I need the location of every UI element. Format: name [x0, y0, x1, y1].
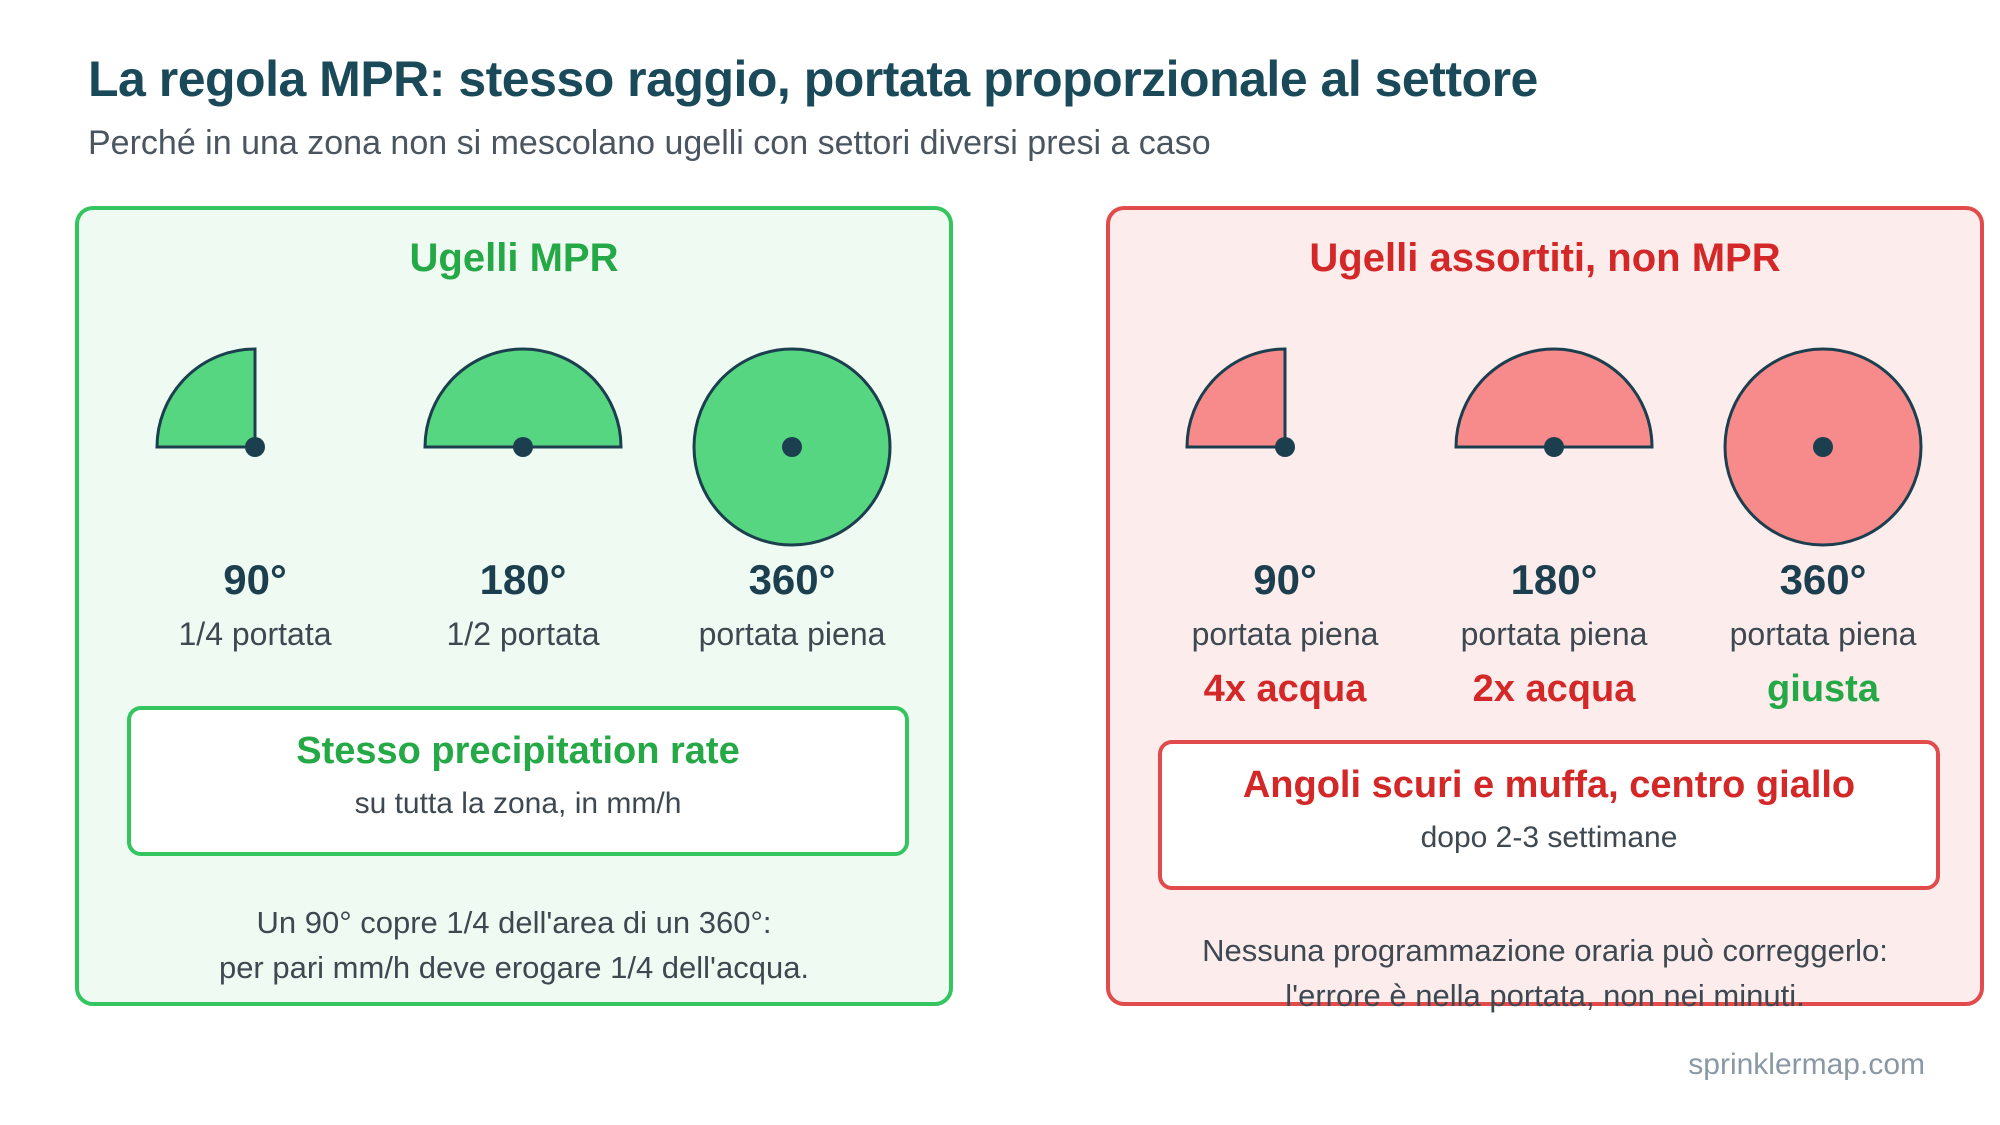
mpr-callout: Stesso precipitation rate su tutta la zo…	[127, 706, 909, 856]
sector-180-label: 180°	[1510, 556, 1598, 603]
mpr-footnote: Un 90° copre 1/4 dell'area di un 360°: p…	[79, 900, 949, 990]
mpr-footnote-line: Un 90° copre 1/4 dell'area di un 360°:	[256, 905, 772, 940]
sector-180-flow: portata piena	[1460, 616, 1648, 652]
sector-90-shape	[1185, 347, 1287, 449]
non-mpr-panel: Ugelli assortiti, non MPR 90° portata pi…	[1106, 206, 1984, 1013]
non-mpr-footnote: Nessuna programmazione oraria può correg…	[1110, 928, 1980, 1018]
non-mpr-footnote-line: l'errore è nella portata, non nei minuti…	[1285, 978, 1805, 1013]
sector-360-water-note: giusta	[1767, 668, 1879, 710]
sector-90-label: 90°	[1253, 556, 1317, 603]
sector-90-water-note: 4x acqua	[1203, 668, 1367, 710]
sprinkler-head-dot	[1275, 437, 1295, 457]
sector-180-shape	[1454, 347, 1654, 449]
sector-360-label: 360°	[748, 556, 836, 603]
sprinkler-head-dot	[245, 437, 265, 457]
non-mpr-callout-title: Angoli scuri e muffa, centro giallo	[1242, 764, 1856, 806]
sector-180-label: 180°	[479, 556, 567, 603]
non-mpr-callout: Angoli scuri e muffa, centro giallo dopo…	[1158, 740, 1940, 890]
sector-180-shape	[423, 347, 623, 449]
mpr-panel-title: Ugelli MPR	[409, 236, 619, 280]
non-mpr-panel-title: Ugelli assortiti, non MPR	[1309, 236, 1781, 280]
sprinkler-head-dot	[1544, 437, 1564, 457]
brand-watermark: sprinklermap.com	[1688, 1048, 1925, 1081]
sector-90-shape	[155, 347, 257, 449]
mpr-footnote-line: per pari mm/h deve erogare 1/4 dell'acqu…	[218, 950, 810, 985]
sector-360-flow: portata piena	[1729, 616, 1917, 652]
non-mpr-footnote-line: Nessuna programmazione oraria può correg…	[1202, 933, 1888, 968]
sprinkler-head-dot	[1813, 437, 1833, 457]
mpr-callout-body: su tutta la zona, in mm/h	[354, 787, 682, 820]
sector-180-water-note: 2x acqua	[1472, 668, 1636, 710]
sector-360-flow: portata piena	[698, 616, 886, 652]
mpr-panel: Ugelli MPR 90° 1/4 portata 180° 1/2 port…	[75, 206, 953, 1006]
sector-360-label: 360°	[1779, 556, 1867, 603]
sector-90-flow: 1/4 portata	[178, 616, 332, 652]
sector-90-flow: portata piena	[1191, 616, 1379, 652]
mpr-sector-diagrams	[155, 347, 892, 547]
page-title: La regola MPR: stesso raggio, portata pr…	[88, 51, 1538, 107]
non-mpr-sector-diagrams	[1185, 347, 1923, 547]
mpr-callout-title: Stesso precipitation rate	[296, 730, 740, 772]
page-subtitle: Perché in una zona non si mescolano ugel…	[88, 124, 1211, 162]
sector-90-label: 90°	[223, 556, 287, 603]
sprinkler-head-dot	[513, 437, 533, 457]
sprinkler-head-dot	[782, 437, 802, 457]
non-mpr-callout-body: dopo 2-3 settimane	[1420, 821, 1678, 854]
sector-180-flow: 1/2 portata	[446, 616, 600, 652]
